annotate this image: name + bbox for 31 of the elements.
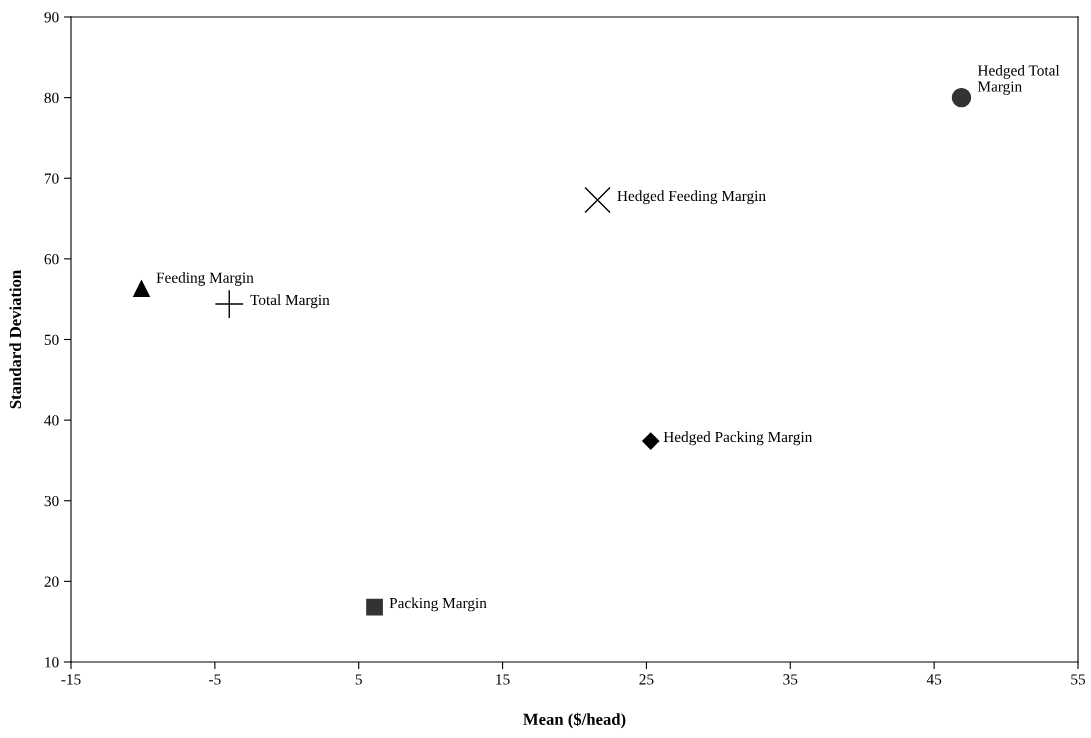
point	[133, 280, 150, 298]
x-tick-label: 35	[783, 674, 798, 685]
y-tick-label: 50	[44, 334, 59, 345]
point	[366, 598, 383, 616]
y-tick-label: 20	[44, 576, 59, 587]
point	[215, 290, 244, 318]
y-tick-label: 70	[44, 173, 59, 184]
series-label: Total Margin	[250, 294, 330, 309]
x-tick-label: 45	[926, 674, 942, 685]
series-label: Packing Margin	[389, 597, 487, 612]
series-label: Feeding Margin	[156, 272, 254, 286]
point	[642, 432, 660, 450]
series-label: Hedged Total Margin	[977, 64, 1060, 95]
y-tick-label: 10	[45, 657, 59, 668]
y-tick-label: 80	[44, 92, 59, 104]
y-tick-label: 40	[44, 415, 59, 426]
y-tick-label: 30	[44, 495, 59, 507]
point	[584, 186, 611, 214]
series-label: Hedged Feeding Margin	[617, 190, 766, 205]
x-axis-title: Mean ($/head)	[523, 712, 626, 729]
x-tick-label: 55	[1071, 674, 1086, 685]
series-label: Hedged Packing Margin	[663, 431, 813, 446]
x-tick-label: 25	[639, 674, 654, 685]
x-tick-label: 15	[496, 674, 510, 685]
x-tick-label: 5	[355, 674, 362, 685]
y-axis-title: Standard Deviation	[9, 270, 22, 409]
x-tick-label: -15	[61, 674, 81, 685]
y-tick-label: 90	[44, 12, 59, 23]
point	[951, 87, 972, 108]
y-tick-label: 60	[44, 254, 59, 265]
x-tick-label: -5	[209, 674, 221, 685]
